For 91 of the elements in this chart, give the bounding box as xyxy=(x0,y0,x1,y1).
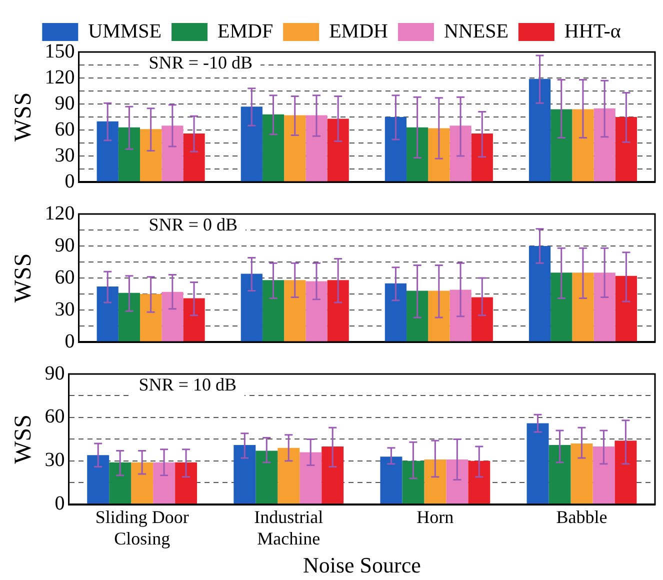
bar xyxy=(300,452,322,504)
x-tick-label: Horn xyxy=(416,506,454,527)
bar xyxy=(131,462,154,504)
bar xyxy=(384,283,407,342)
bar xyxy=(528,78,551,182)
y-tick-label: 90 xyxy=(44,362,65,384)
bar xyxy=(450,290,472,342)
legend-label: EMDF xyxy=(218,20,274,42)
y-tick-label: 120 xyxy=(44,66,75,88)
bar xyxy=(262,280,284,342)
bar xyxy=(306,281,328,342)
bar xyxy=(96,286,118,342)
legend-label: EMDH xyxy=(329,20,388,42)
y-tick-label: 120 xyxy=(44,202,75,224)
bar xyxy=(402,460,424,504)
bar xyxy=(327,280,349,342)
bar xyxy=(428,128,450,182)
bar xyxy=(592,446,615,504)
y-axis-title: WSS xyxy=(10,92,37,142)
bar xyxy=(594,108,616,182)
x-axis-title: Noise Source xyxy=(302,552,421,578)
x-tick-label: Industrial Machine xyxy=(254,506,324,549)
bar xyxy=(183,133,205,182)
bar xyxy=(471,133,493,182)
bar xyxy=(384,117,407,182)
y-tick-label: 30 xyxy=(54,298,75,320)
bar xyxy=(240,106,262,182)
bar xyxy=(615,276,637,342)
bar xyxy=(234,444,256,504)
bar xyxy=(550,109,572,182)
bar xyxy=(406,290,428,342)
y-tick-label: 150 xyxy=(44,40,75,62)
bar xyxy=(380,456,402,504)
bar xyxy=(306,115,328,182)
y-axis-title: WSS xyxy=(10,253,37,303)
bar xyxy=(240,274,262,342)
y-tick-label: 30 xyxy=(54,144,75,166)
y-tick-label: 0 xyxy=(64,170,75,192)
bar xyxy=(327,118,349,182)
bar xyxy=(570,444,593,504)
bar xyxy=(428,290,450,342)
bar xyxy=(175,462,198,504)
bar xyxy=(446,459,468,504)
x-tick-label: Babble xyxy=(556,506,608,527)
bar xyxy=(162,292,184,342)
y-tick-label: 60 xyxy=(54,266,75,288)
bar xyxy=(153,462,176,504)
y-tick-label: 90 xyxy=(54,234,75,256)
annotation: SNR = 10 dB xyxy=(138,374,236,395)
bar xyxy=(406,127,428,182)
bar xyxy=(594,272,616,342)
bar xyxy=(550,272,572,342)
bar xyxy=(424,459,446,504)
bar xyxy=(278,448,300,504)
annotation: SNR = -10 dB xyxy=(148,52,252,73)
bar xyxy=(256,450,278,504)
bar xyxy=(87,455,110,504)
y-tick-label: 0 xyxy=(64,330,75,352)
bar xyxy=(526,423,549,504)
bar xyxy=(109,462,132,504)
bar xyxy=(284,115,306,182)
legend-label: UMMSE xyxy=(88,20,162,42)
y-tick-label: 60 xyxy=(54,118,75,140)
legend-label: NNESE xyxy=(444,20,508,42)
y-tick-label: 60 xyxy=(44,406,65,428)
bar xyxy=(450,126,472,182)
bar xyxy=(572,272,594,342)
bar xyxy=(528,246,551,342)
bar xyxy=(140,294,162,342)
y-tick-label: 30 xyxy=(44,449,65,472)
bar xyxy=(548,444,571,504)
y-tick-label: 0 xyxy=(54,492,65,515)
annotation: SNR = 0 dB xyxy=(148,214,238,235)
bar xyxy=(118,127,140,182)
bar xyxy=(322,446,344,504)
bar xyxy=(262,114,284,182)
bar xyxy=(471,297,493,342)
bar xyxy=(162,126,184,182)
legend-label: HHT-α xyxy=(564,20,622,42)
bar xyxy=(118,292,140,342)
bar xyxy=(140,129,162,182)
bar xyxy=(614,440,637,504)
y-tick-label: 90 xyxy=(54,92,75,114)
bar xyxy=(183,298,205,342)
bar xyxy=(572,109,594,182)
bar xyxy=(468,460,490,504)
bar xyxy=(96,121,118,182)
y-axis-title: WSS xyxy=(10,414,37,464)
bar xyxy=(284,280,306,342)
x-tick-label: Sliding Door Closing xyxy=(95,506,189,549)
bar xyxy=(615,117,637,182)
